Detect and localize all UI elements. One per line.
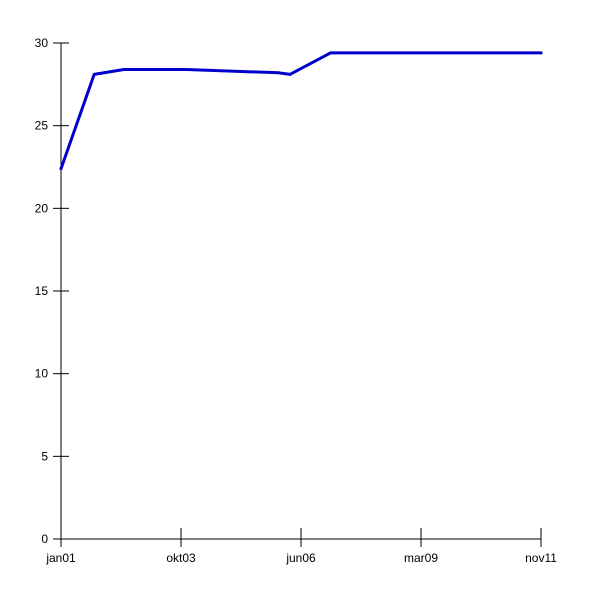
y-tick-label: 0 <box>41 532 48 546</box>
data-point <box>539 51 543 55</box>
x-tick-label: jun06 <box>285 551 316 565</box>
y-tick-label: 5 <box>41 449 48 463</box>
x-tick-label: mar09 <box>404 551 438 565</box>
plot-area <box>59 51 543 171</box>
data-point <box>185 67 189 71</box>
x-tick-label: nov11 <box>525 551 557 565</box>
y-tick-label: 20 <box>35 201 49 215</box>
y-tick-label: 30 <box>35 36 49 50</box>
data-point <box>277 71 281 75</box>
series-line-0 <box>59 51 543 171</box>
y-tick-label: 10 <box>35 367 49 381</box>
x-tick-label: jan01 <box>45 551 76 565</box>
data-point <box>59 167 63 171</box>
y-tick-label: 15 <box>35 284 49 298</box>
axes: 0 5 10 15 20 25 30 jan01 okt03 jun06 mar09 nov11 <box>35 36 558 565</box>
data-point <box>329 51 333 55</box>
y-tick-label: 25 <box>35 119 49 133</box>
data-point <box>288 72 292 76</box>
data-point <box>122 67 126 71</box>
data-point <box>92 72 96 76</box>
x-tick-label: okt03 <box>166 551 196 565</box>
